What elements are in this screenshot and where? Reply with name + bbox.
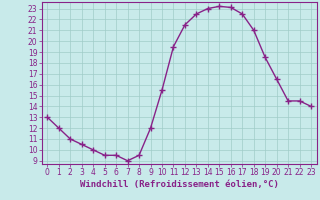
X-axis label: Windchill (Refroidissement éolien,°C): Windchill (Refroidissement éolien,°C): [80, 180, 279, 189]
